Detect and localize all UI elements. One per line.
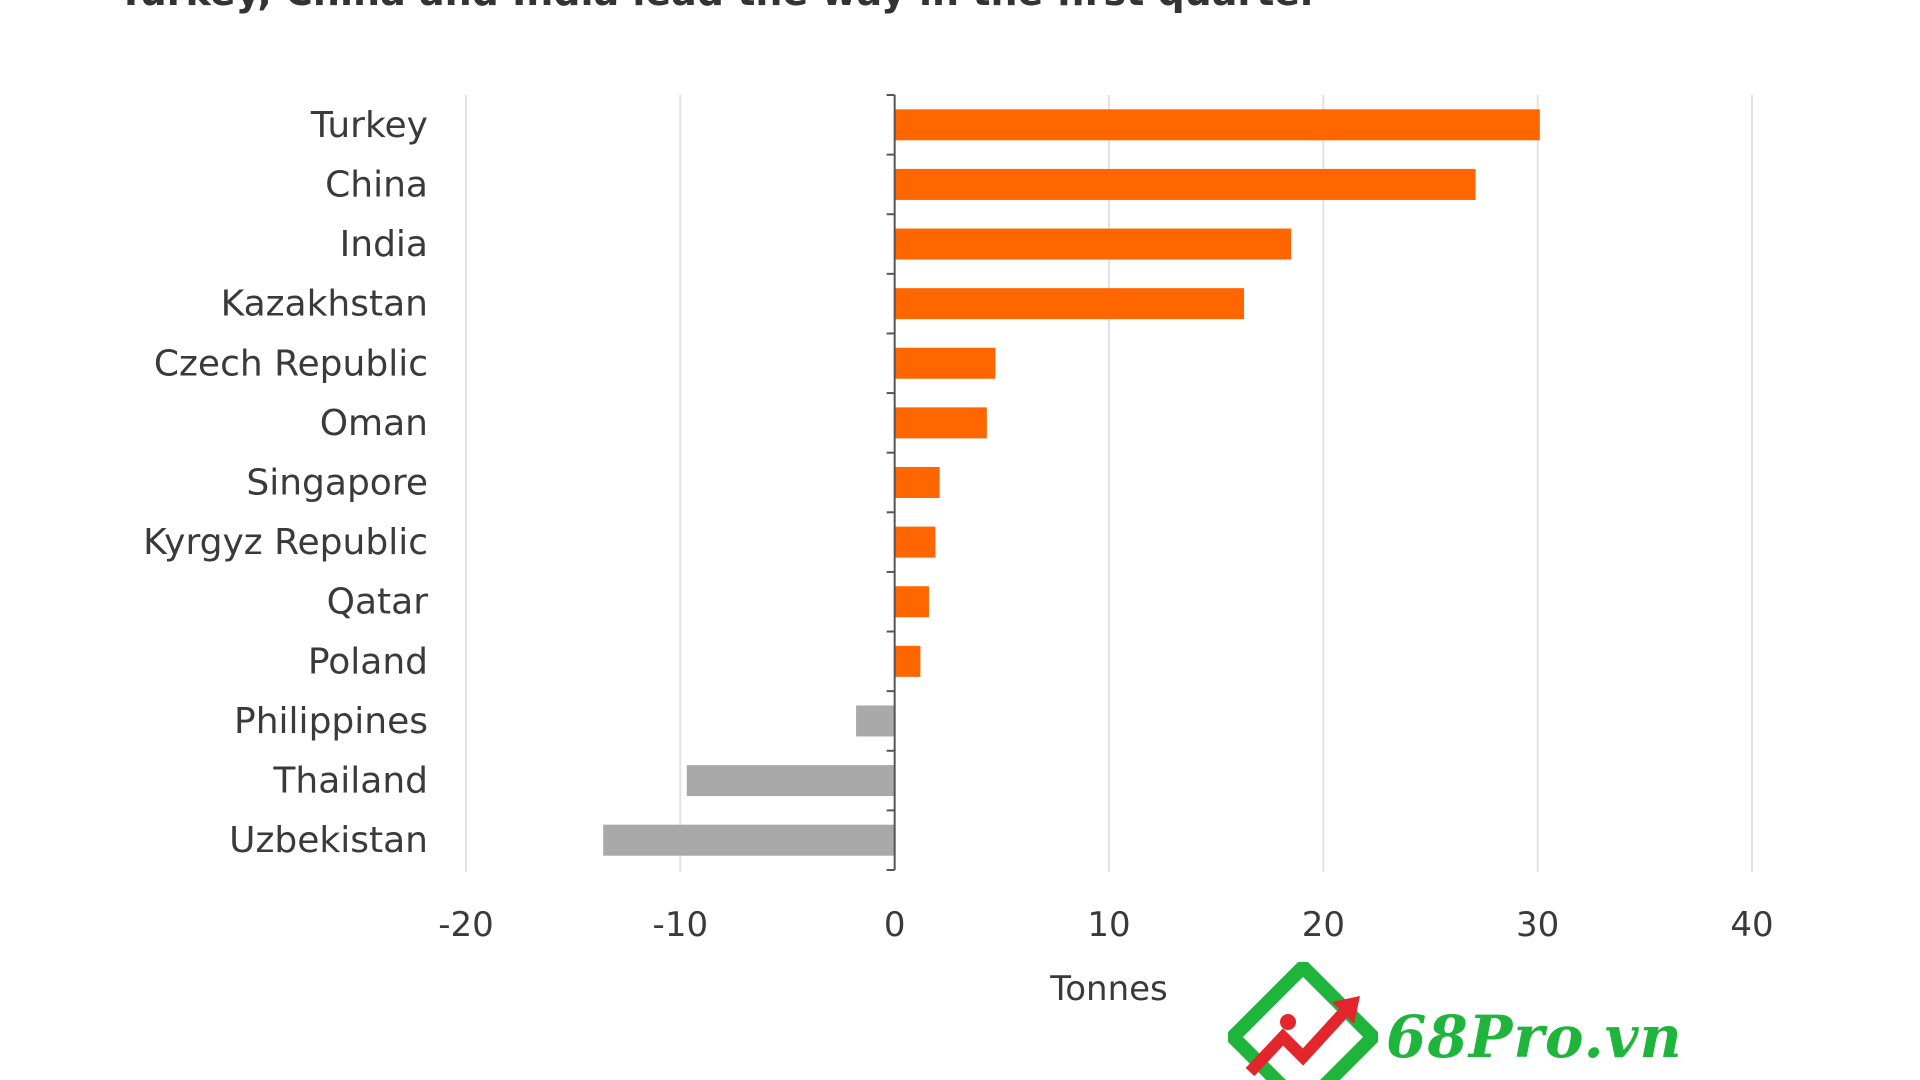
bar — [894, 109, 1540, 141]
x-tick-label: 40 — [1730, 905, 1773, 945]
x-tick-label: -10 — [653, 905, 709, 945]
watermark-text: 68Pro.vn — [1386, 1003, 1683, 1071]
bar — [894, 586, 929, 618]
category-label: Oman — [320, 403, 428, 444]
bar — [686, 765, 895, 797]
bar — [894, 168, 1476, 200]
category-label: China — [325, 164, 428, 205]
bar — [894, 467, 940, 498]
watermark: 68Pro.vn — [1228, 962, 1683, 1080]
category-label: India — [340, 224, 428, 265]
bar — [894, 645, 921, 677]
bar — [894, 526, 936, 558]
category-label: Uzbekistan — [229, 820, 428, 861]
category-label: Kyrgyz Republic — [143, 522, 428, 563]
x-axis-title: Tonnes — [1049, 969, 1168, 1009]
bar — [894, 347, 996, 379]
category-label: Turkey — [310, 105, 428, 146]
category-label: Thailand — [272, 761, 428, 802]
bar — [856, 705, 895, 737]
category-label: Philippines — [234, 701, 428, 742]
category-label: Czech Republic — [154, 343, 428, 384]
x-tick-label: 30 — [1516, 905, 1559, 945]
category-label: Kazakhstan — [221, 284, 428, 325]
x-tick-label: -20 — [438, 905, 494, 945]
x-tick-label: 20 — [1302, 905, 1345, 945]
category-label: Qatar — [327, 582, 429, 623]
logo-icon — [1228, 962, 1378, 1080]
bar — [894, 407, 987, 439]
bar — [603, 824, 895, 856]
x-tick-label: 0 — [884, 905, 906, 945]
category-label: Poland — [308, 641, 428, 682]
chart-title: Turkey, China and India lead the way in … — [118, 0, 1319, 14]
bar — [894, 228, 1292, 260]
category-label: Singapore — [246, 463, 428, 504]
x-tick-label: 10 — [1087, 905, 1130, 945]
bar — [894, 288, 1245, 320]
